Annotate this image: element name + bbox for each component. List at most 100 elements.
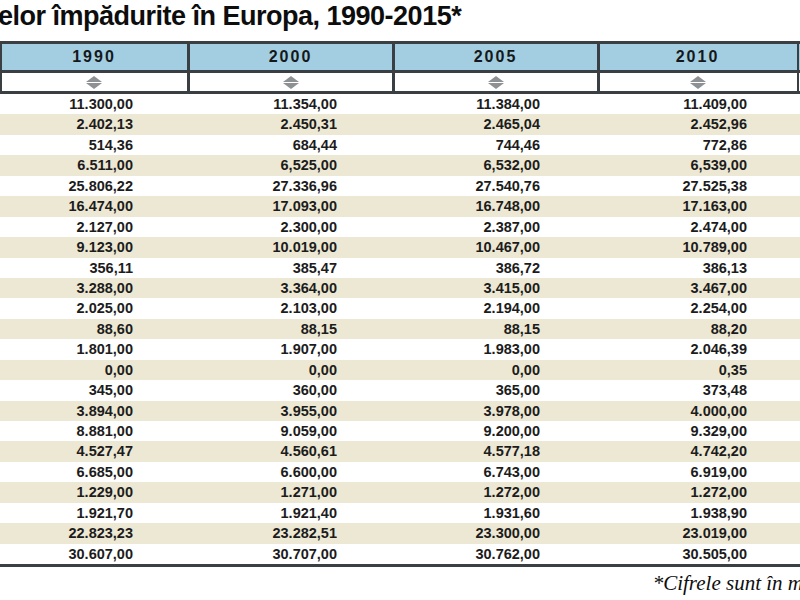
cell-2010: 2.046,39 bbox=[598, 339, 800, 359]
cell-2000: 684,44 bbox=[188, 135, 393, 155]
cell-1990: 11.300,00 bbox=[0, 94, 188, 114]
table-row: 6.511,00 6,525,00 6,532,00 6,539,00 bbox=[0, 155, 800, 175]
cell-2010: 0,35 bbox=[598, 360, 800, 380]
cell-2005: 2.387,00 bbox=[393, 217, 598, 237]
cell-2000: 4.560,61 bbox=[188, 441, 393, 461]
cell-2010: 11.409,00 bbox=[598, 94, 800, 114]
sort-button-2000[interactable] bbox=[188, 73, 393, 91]
cell-2010: 6.919,00 bbox=[598, 462, 800, 482]
sort-arrows-icon bbox=[86, 75, 102, 90]
cell-2000: 1.921,40 bbox=[188, 503, 393, 523]
cell-1990: 6.685,00 bbox=[0, 462, 188, 482]
cell-2000: 1.271,00 bbox=[188, 482, 393, 502]
cell-2005: 1.931,60 bbox=[393, 503, 598, 523]
table-row: 88,60 88,15 88,15 88,20 bbox=[0, 319, 800, 339]
cell-2000: 27.336,96 bbox=[188, 176, 393, 196]
cell-2000: 30.707,00 bbox=[188, 544, 393, 564]
cell-2005: 11.384,00 bbox=[393, 94, 598, 114]
table-row: 356,11 385,47 386,72 386,13 bbox=[0, 258, 800, 278]
cell-2010: 30.505,00 bbox=[598, 544, 800, 564]
table-row: 0,00 0,00 0,00 0,35 bbox=[0, 360, 800, 380]
cell-2010: 373,48 bbox=[598, 380, 800, 400]
header-separator-3 bbox=[597, 41, 600, 94]
sort-arrows-icon bbox=[283, 75, 299, 90]
cell-1990: 6.511,00 bbox=[0, 155, 188, 175]
cell-1990: 8.881,00 bbox=[0, 421, 188, 441]
cell-2000: 2.450,31 bbox=[188, 114, 393, 134]
cell-1990: 4.527,47 bbox=[0, 441, 188, 461]
cell-2005: 2.465,04 bbox=[393, 114, 598, 134]
column-header-2010[interactable]: 2010 bbox=[598, 44, 797, 70]
cell-2005: 1.272,00 bbox=[393, 482, 598, 502]
sort-button-2005[interactable] bbox=[393, 73, 598, 91]
cell-2005: 3.415,00 bbox=[393, 278, 598, 298]
cell-1990: 22.823,23 bbox=[0, 523, 188, 543]
sort-arrows-icon bbox=[690, 75, 706, 90]
cell-2005: 0,00 bbox=[393, 360, 598, 380]
cell-2010: 2.474,00 bbox=[598, 217, 800, 237]
column-header-2005[interactable]: 2005 bbox=[393, 44, 598, 70]
cell-2010: 27.525,38 bbox=[598, 176, 800, 196]
cell-2010: 4.000,00 bbox=[598, 401, 800, 421]
cell-1990: 9.123,00 bbox=[0, 237, 188, 257]
header-separator-left-edge bbox=[0, 41, 2, 94]
cell-2005: 30.762,00 bbox=[393, 544, 598, 564]
cell-1990: 2.025,00 bbox=[0, 298, 188, 318]
table-body: 11.300,00 11.354,00 11.384,00 11.409,00 … bbox=[0, 94, 800, 564]
cell-2005: 2.194,00 bbox=[393, 298, 598, 318]
cell-2005: 3.978,00 bbox=[393, 401, 598, 421]
cell-2010: 1.272,00 bbox=[598, 482, 800, 502]
cell-2010: 4.742,20 bbox=[598, 441, 800, 461]
cell-1990: 30.607,00 bbox=[0, 544, 188, 564]
table-row: 4.527,47 4.560,61 4.577,18 4.742,20 bbox=[0, 441, 800, 461]
table-bottom-rule bbox=[0, 564, 800, 567]
cell-2010: 2.254,00 bbox=[598, 298, 800, 318]
table-row: 2.402,13 2.450,31 2.465,04 2.452,96 bbox=[0, 114, 800, 134]
table-row: 6.685,00 6.600,00 6.743,00 6.919,00 bbox=[0, 462, 800, 482]
cell-2010: 772,86 bbox=[598, 135, 800, 155]
cell-1990: 3.894,00 bbox=[0, 401, 188, 421]
table-row: 1.801,00 1.907,00 1.983,00 2.046,39 bbox=[0, 339, 800, 359]
table-row: 2.127,00 2.300,00 2.387,00 2.474,00 bbox=[0, 217, 800, 237]
cell-2000: 360,00 bbox=[188, 380, 393, 400]
table-row: 1.921,70 1.921,40 1.931,60 1.938,90 bbox=[0, 503, 800, 523]
table-row: 2.025,00 2.103,00 2.194,00 2.254,00 bbox=[0, 298, 800, 318]
cell-1990: 1.921,70 bbox=[0, 503, 188, 523]
table-row: 514,36 684,44 744,46 772,86 bbox=[0, 135, 800, 155]
cell-2005: 365,00 bbox=[393, 380, 598, 400]
cell-1990: 25.806,22 bbox=[0, 176, 188, 196]
table-row: 22.823,23 23.282,51 23.300,00 23.019,00 bbox=[0, 523, 800, 543]
cell-2000: 9.059,00 bbox=[188, 421, 393, 441]
cell-2010: 3.467,00 bbox=[598, 278, 800, 298]
cell-2000: 385,47 bbox=[188, 258, 393, 278]
cell-2000: 10.019,00 bbox=[188, 237, 393, 257]
cell-2005: 10.467,00 bbox=[393, 237, 598, 257]
cell-2000: 6.600,00 bbox=[188, 462, 393, 482]
column-header-1990[interactable]: 1990 bbox=[0, 44, 188, 70]
cell-2010: 386,13 bbox=[598, 258, 800, 278]
cell-2010: 1.938,90 bbox=[598, 503, 800, 523]
cell-1990: 345,00 bbox=[0, 380, 188, 400]
cell-2005: 6.743,00 bbox=[393, 462, 598, 482]
cell-1990: 2.127,00 bbox=[0, 217, 188, 237]
table-row: 9.123,00 10.019,00 10.467,00 10.789,00 bbox=[0, 237, 800, 257]
column-header-2000[interactable]: 2000 bbox=[188, 44, 393, 70]
sort-button-1990[interactable] bbox=[0, 73, 188, 91]
cell-1990: 3.288,00 bbox=[0, 278, 188, 298]
cell-2000: 2.300,00 bbox=[188, 217, 393, 237]
cell-1990: 1.229,00 bbox=[0, 482, 188, 502]
cell-2005: 6,532,00 bbox=[393, 155, 598, 175]
table-row: 345,00 360,00 365,00 373,48 bbox=[0, 380, 800, 400]
cell-2000: 1.907,00 bbox=[188, 339, 393, 359]
cell-2000: 3.955,00 bbox=[188, 401, 393, 421]
cell-2010: 88,20 bbox=[598, 319, 800, 339]
table-row: 3.288,00 3.364,00 3.415,00 3.467,00 bbox=[0, 278, 800, 298]
table-row: 1.229,00 1.271,00 1.272,00 1.272,00 bbox=[0, 482, 800, 502]
cell-2000: 0,00 bbox=[188, 360, 393, 380]
header-separator-right-edge bbox=[797, 41, 800, 94]
footnote: *Cifrele sunt în m bbox=[653, 571, 800, 596]
sort-button-2010[interactable] bbox=[598, 73, 797, 91]
header-separator-2 bbox=[392, 41, 395, 94]
cell-1990: 514,36 bbox=[0, 135, 188, 155]
table-row: 8.881,00 9.059,00 9.200,00 9.329,00 bbox=[0, 421, 800, 441]
